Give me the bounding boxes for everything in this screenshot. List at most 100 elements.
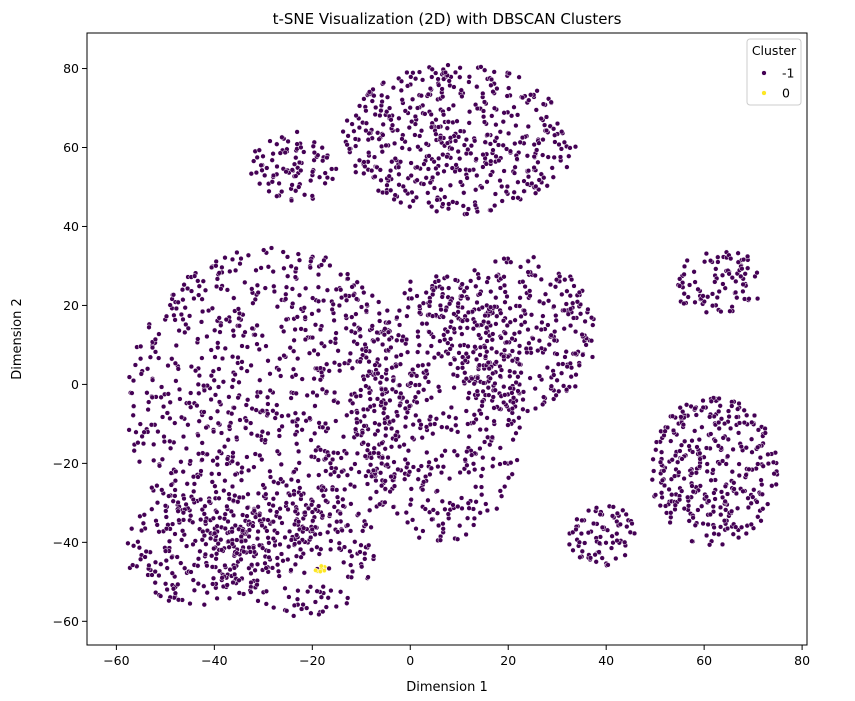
data-point-cluster--1 — [200, 278, 206, 284]
data-point-cluster--1 — [286, 544, 292, 550]
data-point-cluster--1 — [214, 595, 220, 602]
data-point-cluster--1 — [352, 539, 358, 545]
data-point-cluster--1 — [402, 423, 409, 430]
data-point-cluster--1 — [361, 376, 367, 382]
data-point-cluster--1 — [748, 521, 754, 528]
data-point-cluster--1 — [447, 361, 454, 367]
data-point-cluster--1 — [201, 602, 207, 608]
y-tick-label: 60 — [63, 140, 79, 155]
data-point-cluster--1 — [283, 284, 290, 290]
data-point-cluster--1 — [497, 373, 503, 379]
data-point-cluster--1 — [488, 76, 495, 83]
data-point-cluster--1 — [466, 433, 472, 440]
data-point-cluster--1 — [440, 526, 446, 532]
data-point-cluster--1 — [354, 432, 360, 438]
data-point-cluster--1 — [547, 281, 554, 288]
data-point-cluster--1 — [265, 548, 272, 554]
data-point-cluster--1 — [274, 304, 281, 310]
data-point-cluster--1 — [412, 76, 419, 82]
data-point-cluster--1 — [158, 384, 165, 390]
data-point-cluster--1 — [285, 506, 291, 513]
data-point-cluster--1 — [154, 500, 161, 506]
data-point-cluster--1 — [187, 458, 194, 464]
data-point-cluster--1 — [493, 321, 499, 327]
data-point-cluster--1 — [457, 469, 463, 476]
data-point-cluster--1 — [477, 426, 483, 433]
data-point-cluster--1 — [178, 414, 185, 420]
data-point-cluster--1 — [477, 291, 483, 297]
data-point-cluster--1 — [446, 475, 453, 482]
data-point-cluster--1 — [476, 362, 483, 368]
data-point-cluster--1 — [316, 503, 322, 509]
data-point-cluster--1 — [223, 316, 229, 323]
data-point-cluster--1 — [429, 516, 435, 523]
data-point-cluster--1 — [309, 193, 315, 199]
data-point-cluster--1 — [449, 165, 455, 171]
data-point-cluster--1 — [302, 509, 308, 516]
data-point-cluster--1 — [425, 166, 432, 172]
data-point-cluster--1 — [359, 430, 366, 436]
data-point-cluster--1 — [138, 343, 144, 350]
data-point-cluster--1 — [431, 354, 438, 361]
data-point-cluster--1 — [331, 360, 338, 366]
data-point-cluster--1 — [210, 368, 216, 374]
data-point-cluster--1 — [499, 183, 505, 190]
data-point-cluster--1 — [262, 437, 268, 443]
data-point-cluster--1 — [484, 179, 490, 185]
data-point-cluster--1 — [515, 374, 521, 380]
data-point-cluster--1 — [191, 295, 197, 302]
data-point-cluster--1 — [531, 254, 537, 260]
data-point-cluster--1 — [545, 298, 552, 304]
data-point-cluster--1 — [440, 112, 447, 118]
data-point-cluster--1 — [519, 94, 526, 101]
legend-label: 0 — [782, 86, 790, 101]
data-point-cluster--1 — [429, 74, 435, 80]
data-point-cluster--1 — [451, 385, 457, 391]
data-point-cluster--1 — [551, 303, 557, 310]
data-point-cluster--1 — [382, 486, 388, 492]
data-point-cluster--1 — [351, 483, 358, 490]
data-point-cluster--1 — [137, 513, 143, 519]
data-point-cluster--1 — [226, 491, 232, 497]
data-point-cluster--1 — [377, 470, 384, 476]
data-point-cluster--1 — [559, 129, 565, 135]
data-point-cluster--1 — [279, 423, 285, 430]
data-point-cluster--1 — [485, 434, 491, 440]
data-point-cluster--1 — [146, 324, 152, 330]
data-point-cluster--1 — [244, 454, 250, 460]
data-point-cluster--1 — [375, 428, 381, 434]
data-point-cluster--1 — [390, 504, 397, 510]
data-point-cluster--1 — [324, 174, 331, 181]
data-point-cluster--1 — [266, 188, 272, 194]
data-point-cluster--1 — [697, 450, 703, 456]
data-point-cluster--1 — [239, 359, 245, 365]
data-point-cluster--1 — [585, 530, 592, 536]
data-point-cluster--1 — [453, 422, 459, 428]
data-point-cluster--1 — [348, 466, 354, 472]
data-point-cluster--1 — [152, 568, 158, 575]
data-point-cluster--1 — [219, 264, 225, 271]
data-point-cluster--1 — [582, 318, 588, 325]
data-point-cluster--1 — [532, 385, 538, 392]
data-point-cluster--1 — [662, 503, 669, 509]
x-tick-label: 0 — [406, 653, 414, 668]
data-point-cluster--1 — [148, 422, 155, 428]
data-point-cluster--1 — [407, 204, 413, 210]
data-point-cluster--1 — [701, 259, 708, 265]
data-point-cluster--1 — [448, 404, 455, 411]
data-point-cluster--1 — [259, 522, 265, 529]
data-point-cluster--1 — [325, 452, 332, 459]
data-point-cluster--1 — [162, 503, 169, 509]
data-point-cluster--1 — [471, 381, 477, 387]
data-point-cluster--1 — [440, 521, 446, 527]
data-point-cluster--1 — [191, 481, 198, 487]
data-point-cluster--1 — [379, 149, 385, 155]
data-point-cluster--1 — [408, 486, 414, 492]
data-point-cluster--1 — [504, 293, 510, 300]
data-point-cluster--1 — [294, 141, 300, 147]
data-point-cluster--1 — [672, 452, 679, 459]
data-point-cluster--1 — [593, 559, 599, 565]
data-point-cluster--1 — [218, 286, 224, 292]
data-point-cluster--1 — [278, 324, 285, 330]
data-point-cluster--1 — [161, 433, 167, 440]
